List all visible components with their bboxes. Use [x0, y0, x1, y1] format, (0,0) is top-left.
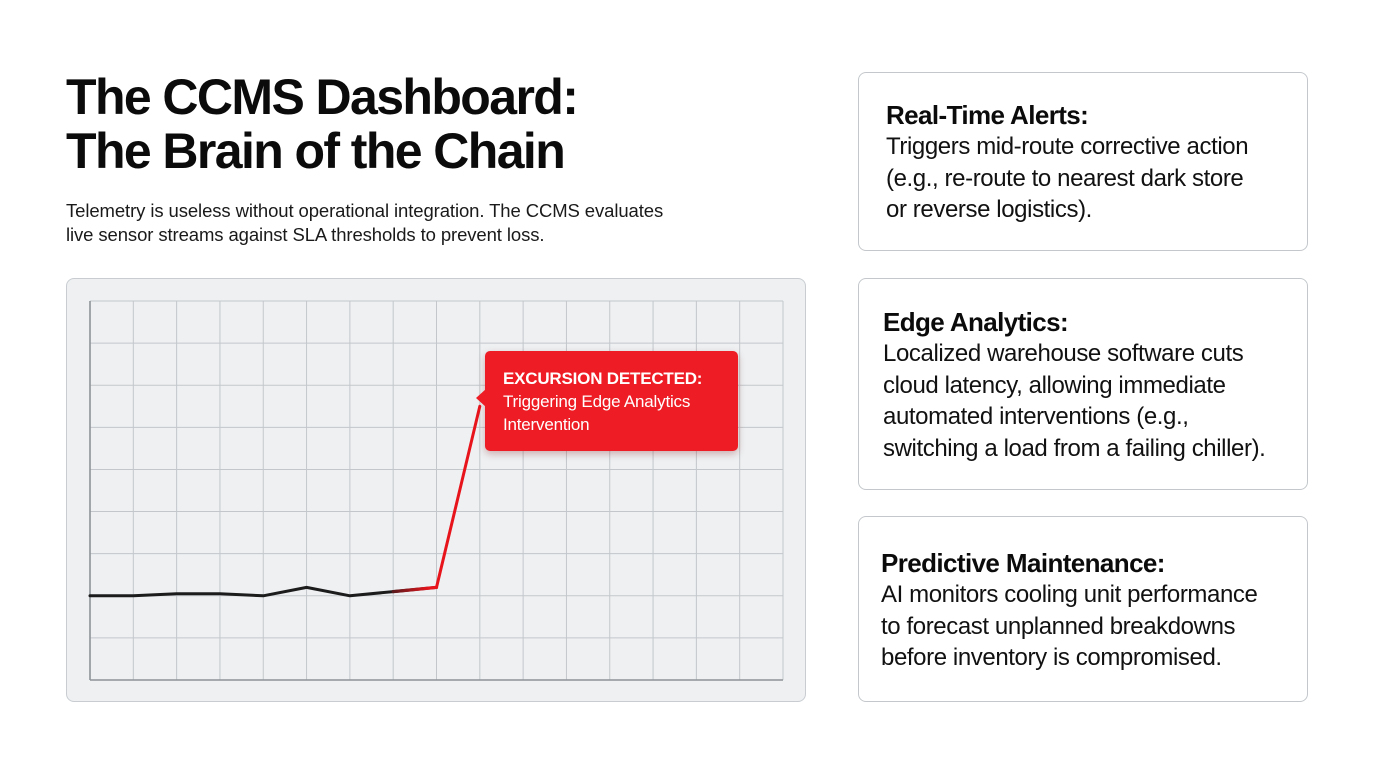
card-body-line: (e.g., re-route to nearest dark store	[886, 164, 1244, 192]
series-line-excursion	[435, 404, 482, 589]
excursion-alert-line-1: Triggering Edge Analytics	[503, 392, 691, 411]
card-body-line: Triggers mid-route corrective action	[886, 133, 1249, 160]
telemetry-chart	[88, 300, 784, 681]
telemetry-chart-panel: EXCURSION DETECTED: Triggering Edge Anal…	[66, 278, 806, 702]
excursion-alert-title: EXCURSION DETECTED:	[503, 369, 703, 388]
page-subtitle: Telemetry is useless without operational…	[66, 199, 766, 247]
page-title-line-1: The CCMS Dashboard:	[66, 69, 579, 125]
card-title: Real-Time Alerts:	[886, 100, 1089, 130]
card-body-line: automated interventions (e.g.,	[883, 403, 1189, 430]
chart-series	[88, 404, 482, 598]
card-edge-analytics: Edge Analytics: Localized warehouse soft…	[858, 278, 1308, 490]
excursion-alert-callout: EXCURSION DETECTED: Triggering Edge Anal…	[476, 351, 738, 451]
series-line-normal	[88, 585, 438, 598]
card-predictive-maintenance: Predictive Maintenance: AI monitors cool…	[858, 516, 1308, 702]
page-title: The CCMS Dashboard: The Brain of the Cha…	[66, 70, 766, 178]
card-title: Predictive Maintenance:	[881, 548, 1165, 578]
page-subtitle-line-1: Telemetry is useless without operational…	[66, 200, 664, 221]
card-body-line: AI monitors cooling unit performance	[881, 581, 1258, 608]
card-body-line: Localized warehouse software cuts	[883, 340, 1244, 367]
card-body-line: before inventory is compromised.	[881, 644, 1222, 671]
card-body-line: to forecast unplanned breakdowns	[881, 612, 1236, 640]
card-body-line: or reverse logistics).	[886, 196, 1092, 223]
series-line-transition	[391, 585, 439, 594]
card-real-time-alerts: Real-Time Alerts: Triggers mid-route cor…	[858, 72, 1308, 251]
card-body-line: cloud latency, allowing immediate	[883, 371, 1226, 399]
page-subtitle-line-2: live sensor streams against SLA threshol…	[66, 224, 545, 245]
excursion-alert-line-2: Intervention	[503, 415, 590, 434]
card-title: Edge Analytics:	[883, 307, 1069, 337]
card-body-line: switching a load from a failing chiller)…	[883, 434, 1266, 462]
page-title-line-2: The Brain of the Chain	[66, 123, 566, 179]
chart-axes	[89, 301, 783, 681]
